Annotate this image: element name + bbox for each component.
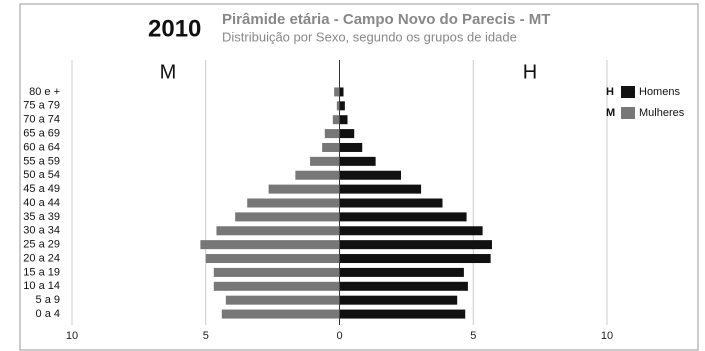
y-tick-label: 5 a 9 bbox=[36, 294, 60, 306]
y-tick-label: 65 a 69 bbox=[23, 127, 60, 139]
bar bbox=[213, 281, 340, 291]
chart-title: Pirâmide etária - Campo Novo do Parecis … bbox=[222, 11, 550, 28]
bar bbox=[339, 184, 422, 194]
y-tick-label: 25 a 29 bbox=[23, 239, 60, 251]
bar bbox=[339, 87, 344, 97]
side-label: H bbox=[523, 61, 537, 83]
chart-year: 2010 bbox=[148, 15, 201, 42]
bar bbox=[324, 129, 340, 139]
y-tick-label: 45 a 49 bbox=[23, 183, 60, 195]
legend-swatch bbox=[621, 86, 635, 98]
chart-subtitle: Distribuição por Sexo, segundo os grupos… bbox=[222, 29, 517, 44]
bar bbox=[339, 240, 492, 250]
bar bbox=[339, 309, 466, 319]
bar bbox=[339, 142, 363, 152]
bar bbox=[339, 198, 443, 208]
x-tick-label: 5 bbox=[470, 330, 476, 342]
x-tick-label: 0 bbox=[336, 330, 342, 342]
y-tick-label: 0 a 4 bbox=[36, 308, 60, 320]
bar bbox=[247, 198, 340, 208]
y-tick-label: 10 a 14 bbox=[23, 280, 60, 292]
legend-label: Homens bbox=[639, 86, 680, 98]
bar bbox=[339, 254, 491, 264]
bar bbox=[339, 170, 402, 180]
bar bbox=[336, 101, 340, 111]
bar bbox=[225, 295, 340, 305]
bar bbox=[334, 87, 340, 97]
bar bbox=[268, 184, 340, 194]
y-tick-label: 20 a 24 bbox=[23, 252, 60, 264]
y-tick-label: 80 e + bbox=[29, 86, 60, 98]
bar bbox=[235, 212, 340, 222]
bar bbox=[332, 115, 340, 125]
bar bbox=[339, 115, 348, 125]
y-tick-label: 15 a 19 bbox=[23, 266, 60, 278]
side-label: M bbox=[160, 61, 177, 83]
bar bbox=[216, 226, 340, 236]
legend-abbr: M bbox=[606, 107, 615, 119]
bar bbox=[221, 309, 340, 319]
bar bbox=[339, 129, 355, 139]
y-tick-label: 70 a 74 bbox=[23, 114, 60, 126]
x-tick-label: 10 bbox=[66, 330, 78, 342]
y-tick-label: 40 a 44 bbox=[23, 197, 60, 209]
bar bbox=[339, 156, 376, 166]
bar bbox=[339, 295, 458, 305]
bar bbox=[339, 212, 467, 222]
bar bbox=[339, 226, 483, 236]
bar bbox=[295, 170, 340, 180]
bar bbox=[310, 156, 340, 166]
bar bbox=[205, 254, 340, 264]
y-tick-label: 75 a 79 bbox=[23, 100, 60, 112]
y-tick-label: 35 a 39 bbox=[23, 211, 60, 223]
bar bbox=[322, 142, 340, 152]
bar bbox=[200, 240, 340, 250]
frame bbox=[19, 3, 699, 351]
y-tick-label: 55 a 59 bbox=[23, 155, 60, 167]
legend-abbr: H bbox=[606, 86, 614, 98]
x-tick-label: 10 bbox=[601, 330, 613, 342]
y-tick-label: 30 a 34 bbox=[23, 225, 60, 237]
y-tick-label: 60 a 64 bbox=[23, 141, 60, 153]
legend-label: Mulheres bbox=[639, 107, 685, 119]
y-tick-label: 50 a 54 bbox=[23, 169, 60, 181]
x-tick-label: 5 bbox=[203, 330, 209, 342]
bar bbox=[339, 267, 464, 277]
legend-swatch bbox=[621, 107, 635, 119]
bar bbox=[339, 281, 468, 291]
bar bbox=[339, 101, 345, 111]
bar bbox=[213, 267, 340, 277]
